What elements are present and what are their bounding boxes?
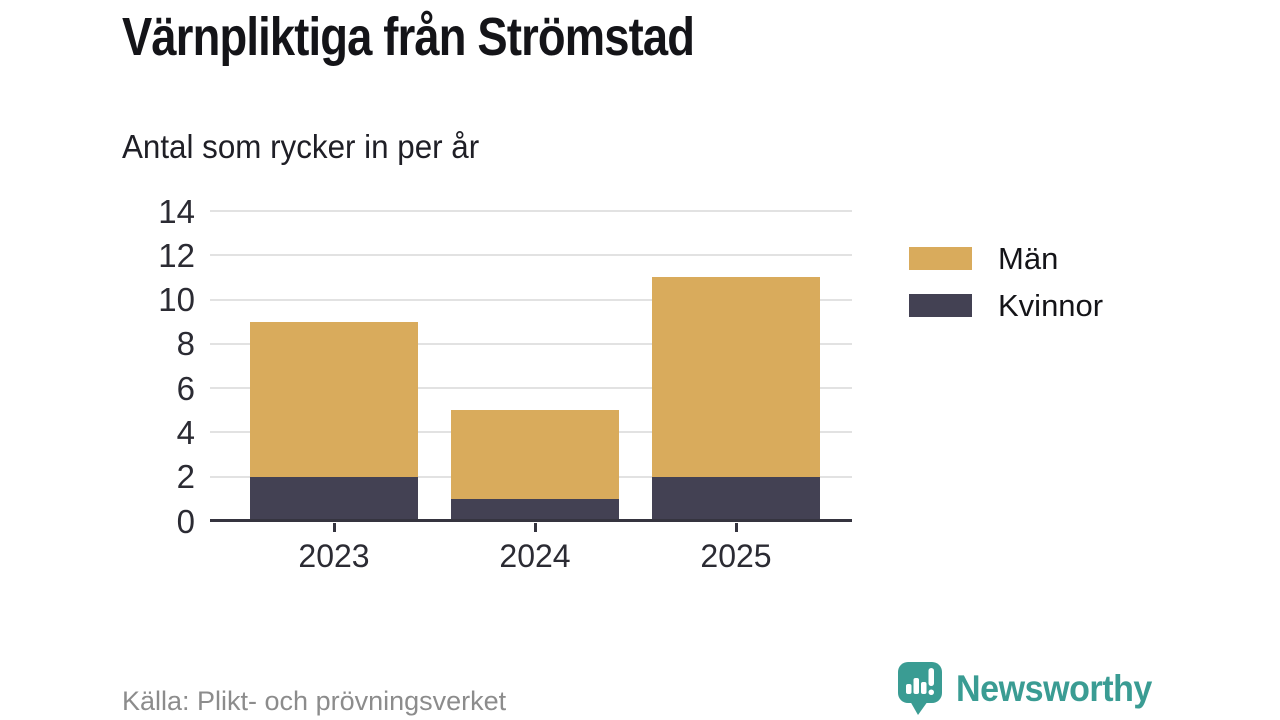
- y-tick-label: 12: [158, 236, 195, 274]
- bar-group-2023: [250, 321, 418, 521]
- y-tick-label: 10: [158, 281, 195, 319]
- x-tick-mark: [332, 523, 336, 532]
- y-tick-label: 6: [176, 369, 195, 407]
- bar-group-2024: [451, 410, 619, 521]
- x-axis-line: [210, 519, 852, 522]
- bar-segment-2025-kvinnor: [652, 476, 820, 521]
- y-axis-labels: 0 2 4 6 8 10 12 14: [110, 195, 195, 538]
- bar-segment-2024-män: [451, 410, 619, 499]
- chart-speech-bubble-icon: [898, 662, 942, 715]
- legend-item-män: Män: [909, 243, 1103, 274]
- legend-label: Män: [998, 241, 1059, 276]
- y-tick-label: 8: [176, 325, 195, 363]
- x-tick-mark: [533, 523, 537, 532]
- x-tick-label: 2025: [700, 538, 772, 574]
- x-axis-slot-2025: 2025: [652, 523, 820, 575]
- gridline: [210, 210, 852, 212]
- bar-segment-2024-kvinnor: [451, 498, 619, 521]
- bar-group-2025: [652, 277, 820, 521]
- gridline: [210, 387, 852, 390]
- x-tick-label: 2024: [499, 538, 571, 574]
- legend-label: Kvinnor: [998, 288, 1104, 323]
- legend: Män Kvinnor: [909, 243, 1103, 321]
- plot-area: [210, 210, 852, 522]
- y-tick-label: 0: [176, 502, 195, 540]
- chart-subtitle: Antal som rycker in per år: [122, 128, 480, 165]
- gridline: [210, 254, 852, 257]
- x-axis-slot-2024: 2024: [451, 523, 619, 575]
- brand-wordmark: Newsworthy: [956, 667, 1152, 709]
- legend-swatch: [909, 247, 972, 270]
- source-note: Källa: Plikt- och prövningsverket: [122, 686, 507, 716]
- x-axis-slot-2023: 2023: [250, 523, 418, 575]
- chart-title: Värnpliktiga från Strömstad: [122, 7, 695, 67]
- bar-segment-2023-män: [250, 321, 418, 477]
- legend-swatch: [909, 294, 972, 317]
- y-tick-label: 2: [176, 458, 195, 496]
- y-tick-label: 4: [176, 413, 195, 451]
- bar-segment-2023-kvinnor: [250, 476, 418, 521]
- y-tick-label: 14: [158, 192, 195, 230]
- x-tick-mark: [734, 523, 738, 532]
- bars: [210, 211, 852, 521]
- gridline: [210, 298, 852, 301]
- legend-item-kvinnor: Kvinnor: [909, 290, 1103, 321]
- gridline: [210, 342, 852, 345]
- x-tick-label: 2023: [298, 538, 370, 574]
- bar-segment-2025-män: [652, 277, 820, 477]
- x-axis: 2023 2024 2025: [210, 523, 852, 575]
- newsworthy-brand[interactable]: Newsworthy: [897, 661, 1169, 716]
